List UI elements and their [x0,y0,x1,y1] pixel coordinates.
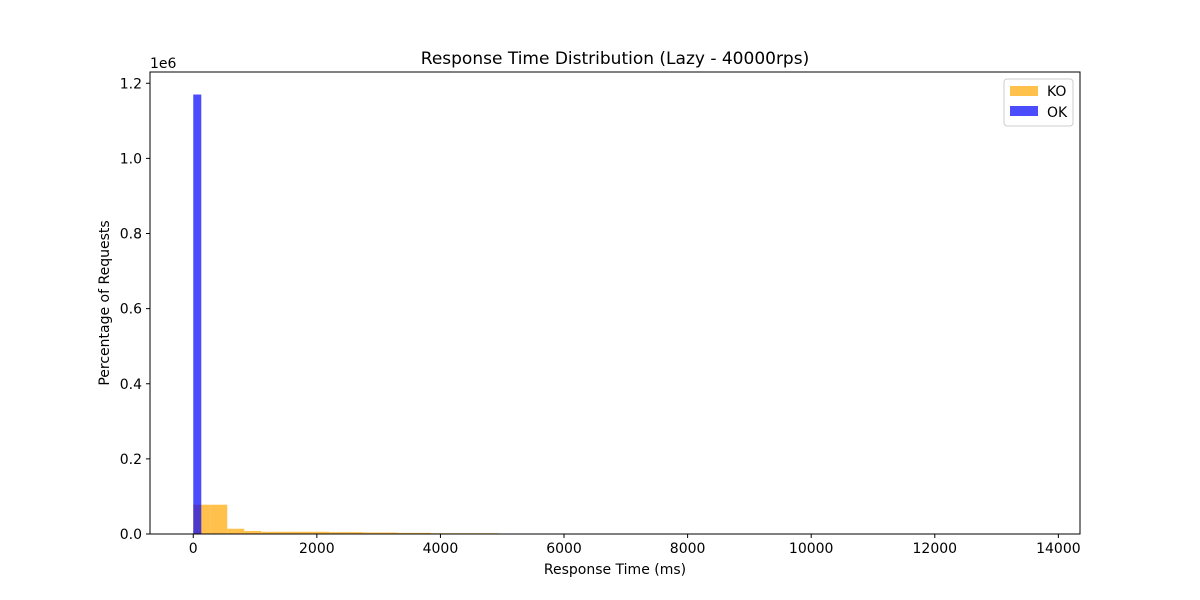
y-tick-label-6: 1.2 [120,76,142,92]
legend-label-ok: OK [1047,105,1068,121]
legend-label-ko: KO [1047,84,1066,100]
y-tick-label-4: 0.8 [120,227,142,243]
y-axis-label: Percentage of Requests [97,220,113,385]
legend-swatch-ok [1010,106,1038,116]
x-axis-ticks: 0 2000 4000 6000 8000 10000 12000 14000 [189,534,1081,557]
x-tick-label-4: 8000 [670,541,706,557]
bar-ko-10 [363,532,381,534]
y-tick-label-3: 0.6 [120,302,142,318]
y-tick-label-1: 0.2 [120,452,142,468]
bar-ko-4 [261,531,279,534]
legend: KO OK [1003,78,1074,127]
x-tick-label-0: 0 [189,541,198,557]
bar-ko-12 [397,532,415,534]
x-tick-label-3: 6000 [546,541,582,557]
y-tick-label-2: 0.4 [120,377,142,393]
bar-ko-7 [312,531,330,534]
bar-ok-0 [193,94,202,534]
bar-ko-3 [244,530,262,534]
x-tick-label-1: 2000 [299,541,335,557]
x-tick-label-7: 14000 [1036,541,1081,557]
bar-ko-9 [346,532,364,534]
y-tick-label-0: 0.0 [120,527,142,543]
bar-ko-11 [380,532,398,534]
plot-frame [149,71,1081,535]
bar-ko-1 [210,504,228,534]
y-offset-label: 1e6 [150,56,177,72]
x-axis-label: Response Time (ms) [544,562,686,578]
bar-ko-6 [295,531,313,534]
y-tick-label-5: 1.0 [120,151,142,167]
x-tick-label-2: 4000 [423,541,459,557]
bar-ko-5 [278,531,296,534]
x-tick-label-6: 12000 [913,541,958,557]
bar-ko-8 [329,532,347,534]
y-axis-ticks: 0.0 0.2 0.4 0.6 0.8 1.0 1.2 [120,76,150,543]
legend-swatch-ko [1010,86,1038,96]
bar-ko-13 [414,532,432,534]
chart-title: Response Time Distribution (Lazy - 40000… [421,49,809,69]
x-tick-label-5: 10000 [789,541,834,557]
bar-ko-2 [227,528,245,534]
